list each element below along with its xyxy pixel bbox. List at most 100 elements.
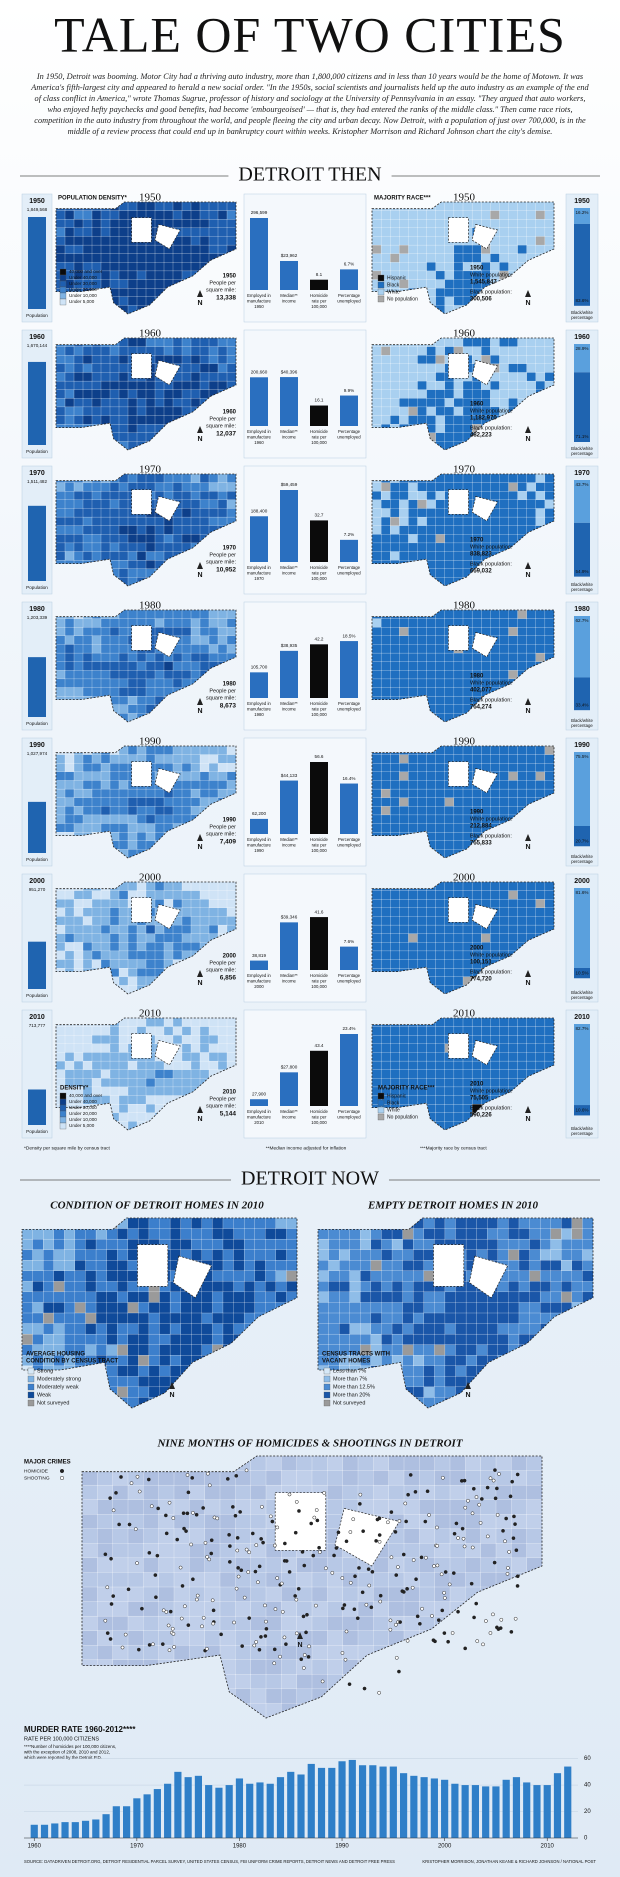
map-tract <box>127 959 138 969</box>
map-enclave <box>448 625 469 651</box>
map-tract <box>390 244 400 255</box>
map-tract <box>74 1270 86 1282</box>
map-tract <box>127 788 138 799</box>
map-tract <box>56 577 66 586</box>
map-tract <box>380 806 391 816</box>
map-tract <box>426 916 437 926</box>
map-tract <box>435 696 446 706</box>
map-tract <box>571 1323 583 1335</box>
map-tract <box>390 491 400 501</box>
map-tract <box>109 916 120 926</box>
map-tract <box>544 771 554 781</box>
map-tract <box>444 305 455 314</box>
map-tract <box>349 1228 361 1240</box>
map-tract <box>535 363 546 373</box>
map-tract <box>544 560 554 570</box>
map-tract <box>226 763 236 773</box>
map-tract <box>82 704 93 714</box>
map-tract <box>91 670 102 680</box>
map-tract <box>169 1333 182 1346</box>
compass-arrow <box>525 1106 531 1113</box>
map-tract <box>465 1302 478 1314</box>
map-tract <box>517 279 528 289</box>
map-tract <box>138 1312 150 1324</box>
map-tract <box>64 610 75 620</box>
map-tract <box>426 618 437 628</box>
stat-label: unemployed <box>337 707 361 712</box>
map-tract <box>417 746 428 756</box>
map-tract <box>118 746 129 756</box>
map-tract <box>517 763 528 773</box>
map-tract <box>190 406 201 416</box>
map-tract <box>208 482 219 492</box>
map-tract <box>100 652 111 663</box>
map-tract <box>95 1397 108 1408</box>
map-tract <box>172 424 183 434</box>
map-tract <box>444 1218 456 1229</box>
map-tract <box>32 1323 44 1335</box>
map-tract <box>254 1386 266 1398</box>
map-tract <box>163 704 174 714</box>
map-tract <box>426 976 437 986</box>
map-tract <box>208 305 219 314</box>
map-tract <box>91 432 102 442</box>
map-tract <box>233 1238 245 1251</box>
map-tract <box>372 568 382 578</box>
map-tract <box>208 244 219 255</box>
map-tract <box>145 525 156 535</box>
map-tract <box>208 661 219 671</box>
map-tract <box>208 372 219 382</box>
map-tract <box>399 551 409 561</box>
year-label: 1970 <box>29 470 45 477</box>
map-year: 1970 <box>453 464 476 476</box>
map-tract <box>328 1333 340 1346</box>
map-tract <box>222 1365 234 1377</box>
map-tract <box>408 950 418 960</box>
map-tract <box>408 441 418 450</box>
map-tract <box>82 771 93 781</box>
map-tract <box>380 424 391 434</box>
map-tract <box>109 432 120 442</box>
map-tract <box>154 551 165 561</box>
stat-label: Employed in <box>247 973 271 978</box>
map-tract <box>380 372 391 382</box>
map-tract <box>372 491 382 501</box>
map-tract <box>508 1112 519 1122</box>
map-tract <box>508 635 519 645</box>
map-tract <box>172 985 183 994</box>
map-tract <box>380 618 391 628</box>
map-tract <box>526 262 537 272</box>
map-tract <box>74 1291 86 1303</box>
map-tract <box>417 924 428 935</box>
map-tract <box>127 1104 138 1114</box>
map-tract <box>254 1218 266 1229</box>
map-tract <box>462 788 473 799</box>
map-tract <box>136 832 147 842</box>
map-tract <box>426 380 437 391</box>
stat-label: 100,000 <box>311 848 327 853</box>
map-tract <box>145 1078 156 1088</box>
map-tract <box>497 1291 509 1303</box>
map-tract <box>56 882 66 892</box>
map-tract <box>476 1312 488 1324</box>
map-tract <box>100 882 111 892</box>
map-tract <box>381 1302 393 1314</box>
stat-label: unemployed <box>337 843 361 848</box>
map-tract <box>571 1218 583 1229</box>
map-tract <box>109 551 120 561</box>
map-tract <box>109 441 120 450</box>
map-tract <box>212 1291 224 1303</box>
map-tract <box>154 661 165 671</box>
map-tract <box>499 516 509 527</box>
map-tract <box>73 202 84 212</box>
map-tract <box>391 1333 404 1346</box>
map-tract <box>109 670 120 680</box>
map-tract <box>444 849 455 858</box>
map-tract <box>517 771 528 781</box>
map-tract <box>136 1112 147 1122</box>
map-tract <box>535 1112 546 1122</box>
map-tract <box>109 942 120 952</box>
map-tract <box>380 814 391 824</box>
legend-swatch <box>59 1098 67 1106</box>
map-tract <box>117 1260 129 1272</box>
